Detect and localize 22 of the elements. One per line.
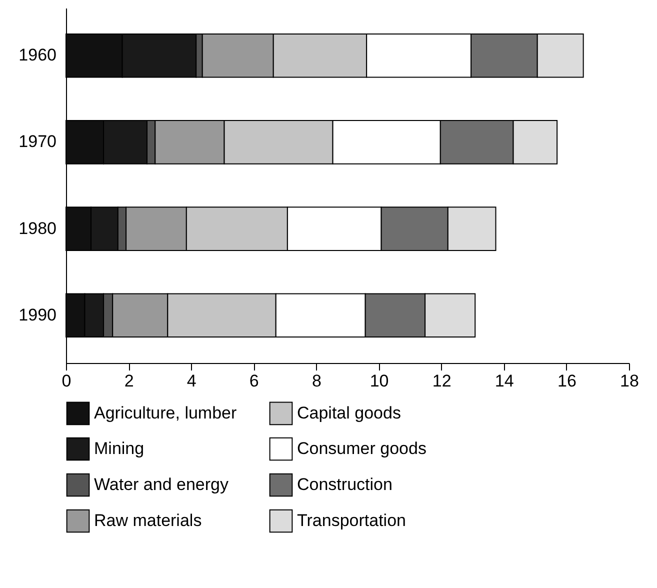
y-tick-label: 1960 [18,46,56,65]
x-tick-label: 12 [432,372,452,390]
x-tick-label: 14 [494,372,514,390]
y-tick-label: 1980 [18,218,56,238]
legend-label: Raw materials [94,511,202,530]
x-tick-label: 10 [370,372,389,390]
x-tick-label: 16 [557,372,576,390]
x-tick-label: 6 [249,372,259,390]
y-tick-label: 1990 [18,305,56,324]
x-tick-label: 4 [186,372,196,390]
legend-label: Consumer goods [297,439,426,458]
legend-label: Mining [94,439,144,458]
legend-label: Agriculture, lumber [94,403,238,422]
x-tick-label: 18 [620,372,639,390]
legend-label: Capital goods [297,403,401,422]
legend-label: Transportation [297,511,406,530]
y-tick-label: 1970 [18,132,56,152]
legend-label: Water and energy [94,475,229,494]
legend-label: Construction [297,475,392,494]
x-tick-label: 0 [62,372,72,390]
x-tick-label: 2 [124,372,134,390]
x-tick-label: 8 [312,372,322,390]
